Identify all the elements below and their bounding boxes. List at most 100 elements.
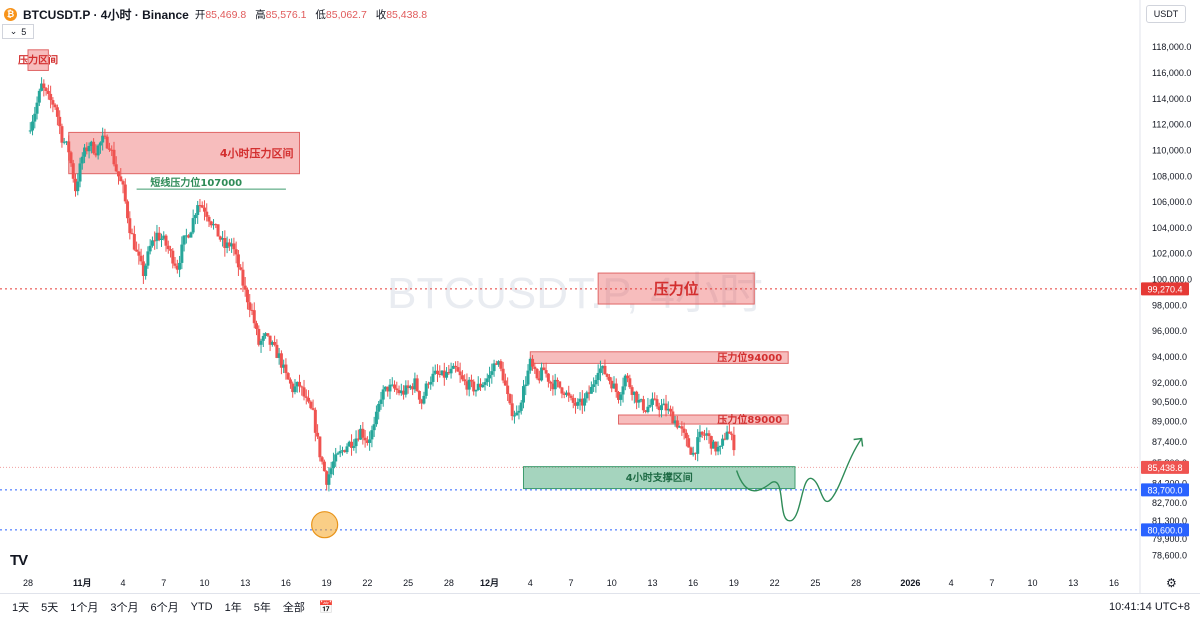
candle-body bbox=[637, 399, 641, 403]
candle-body bbox=[671, 411, 675, 424]
candle-body bbox=[519, 402, 523, 411]
range-5y-button[interactable]: 5年 bbox=[253, 602, 271, 614]
range-all-button[interactable]: 全部 bbox=[282, 602, 305, 614]
candle-body bbox=[390, 384, 394, 386]
candle-body bbox=[184, 235, 188, 237]
gear-icon[interactable]: ⚙ bbox=[1166, 576, 1177, 590]
chart-watermark: BTCUSDT.P, 4小时 bbox=[387, 269, 763, 318]
candle-body bbox=[361, 428, 365, 438]
range-3m-button[interactable]: 3个月 bbox=[110, 602, 139, 614]
range-5d-button[interactable]: 5天 bbox=[41, 602, 59, 614]
y-tick-label: 87,400.0 bbox=[1152, 437, 1187, 447]
candle-body bbox=[270, 341, 274, 345]
candle-body bbox=[417, 390, 421, 400]
candle-body bbox=[159, 238, 163, 240]
x-tick-label: 10 bbox=[1028, 578, 1038, 588]
tradingview-logo-icon: TV bbox=[10, 552, 28, 569]
price-line-tag-label: 99,270.4 bbox=[1147, 284, 1182, 294]
candle-body bbox=[589, 386, 593, 394]
candle-body bbox=[632, 391, 636, 395]
candle-body bbox=[386, 386, 390, 392]
annotation-line-label: 短线压力位107000 bbox=[150, 176, 242, 189]
candle-body bbox=[137, 251, 141, 256]
range-1m-button[interactable]: 1个月 bbox=[70, 602, 99, 614]
range-1d-button[interactable]: 1天 bbox=[12, 602, 30, 614]
candle-body bbox=[352, 446, 356, 448]
candle-body bbox=[499, 361, 503, 369]
candle-body bbox=[537, 378, 541, 381]
candle-body bbox=[515, 412, 519, 416]
candle-body bbox=[288, 379, 292, 384]
candle-body bbox=[458, 371, 462, 376]
candle-body bbox=[617, 392, 621, 400]
chart-header: ₿ BTCUSDT.P · 4小时 · Binance 开85,469.8 高8… bbox=[4, 6, 433, 22]
candle-body bbox=[200, 205, 204, 208]
candle-body bbox=[359, 428, 363, 440]
range-6m-button[interactable]: 6个月 bbox=[150, 602, 179, 614]
candle-body bbox=[429, 381, 433, 385]
y-tick-label: 78,600.0 bbox=[1152, 551, 1187, 561]
currency-selector[interactable]: USDT bbox=[1146, 5, 1186, 23]
range-ytd-button[interactable]: YTD bbox=[190, 601, 213, 613]
calendar-icon[interactable]: 📅 bbox=[318, 600, 334, 614]
candle-body bbox=[512, 415, 516, 417]
candle-body bbox=[320, 457, 324, 462]
candle-body bbox=[146, 251, 150, 266]
candle-body bbox=[150, 240, 154, 246]
candle-body bbox=[388, 384, 392, 392]
candle-body bbox=[630, 387, 634, 395]
candle-body bbox=[379, 399, 383, 404]
candle-body bbox=[723, 438, 727, 440]
y-tick-label: 94,000.0 bbox=[1152, 352, 1187, 362]
candle-body bbox=[426, 383, 430, 385]
candle-body bbox=[682, 428, 686, 433]
candle-body bbox=[234, 249, 238, 255]
price-line-tag bbox=[1141, 460, 1189, 474]
candle-body bbox=[171, 250, 175, 264]
y-tick-label: 106,000.0 bbox=[1152, 197, 1192, 207]
candle-body bbox=[413, 378, 417, 390]
candle-body bbox=[492, 363, 496, 372]
x-tick-label: 4 bbox=[121, 578, 126, 588]
candle-body bbox=[354, 438, 358, 447]
candle-body bbox=[264, 333, 268, 336]
candle-body bbox=[639, 399, 643, 401]
x-tick-label: 28 bbox=[851, 578, 861, 588]
y-tick-label: 104,000.0 bbox=[1152, 223, 1192, 233]
candle-body bbox=[460, 375, 464, 380]
candle-body bbox=[578, 398, 582, 402]
bitcoin-logo-icon: ₿ bbox=[4, 7, 17, 21]
price-line-tag-label: 85,438.8 bbox=[1147, 463, 1182, 473]
annotation-zone-label: 4小时压力区间 bbox=[220, 146, 294, 160]
candle-body bbox=[85, 147, 89, 152]
candle-body bbox=[431, 373, 435, 382]
symbol-title[interactable]: BTCUSDT.P · 4小时 · Binance bbox=[23, 7, 189, 22]
candle-body bbox=[440, 370, 444, 375]
candle-body bbox=[490, 371, 494, 375]
candle-body bbox=[598, 368, 602, 373]
candle-body bbox=[653, 398, 657, 400]
candle-body bbox=[130, 233, 134, 235]
candle-body bbox=[83, 147, 87, 157]
indicator-toggle[interactable]: ⌄ 5 bbox=[2, 24, 34, 39]
candle-body bbox=[273, 341, 277, 345]
range-1y-button[interactable]: 1年 bbox=[224, 602, 242, 614]
y-tick-label: 100,000.0 bbox=[1152, 275, 1192, 285]
candle-body bbox=[612, 383, 616, 389]
candle-body bbox=[433, 370, 437, 374]
candle-body bbox=[69, 152, 73, 164]
y-tick-label: 98,000.0 bbox=[1152, 300, 1187, 310]
candle-body bbox=[374, 411, 378, 425]
candle-body bbox=[277, 353, 281, 358]
candle-body bbox=[67, 141, 71, 153]
candle-body bbox=[472, 381, 476, 392]
candle-body bbox=[540, 367, 544, 381]
candle-body bbox=[488, 374, 492, 379]
candle-body bbox=[449, 368, 453, 374]
candle-body bbox=[28, 130, 32, 132]
low-label: 低 bbox=[315, 8, 326, 21]
candle-body bbox=[485, 378, 489, 383]
candle-body bbox=[313, 409, 317, 433]
candle-body bbox=[252, 310, 256, 324]
